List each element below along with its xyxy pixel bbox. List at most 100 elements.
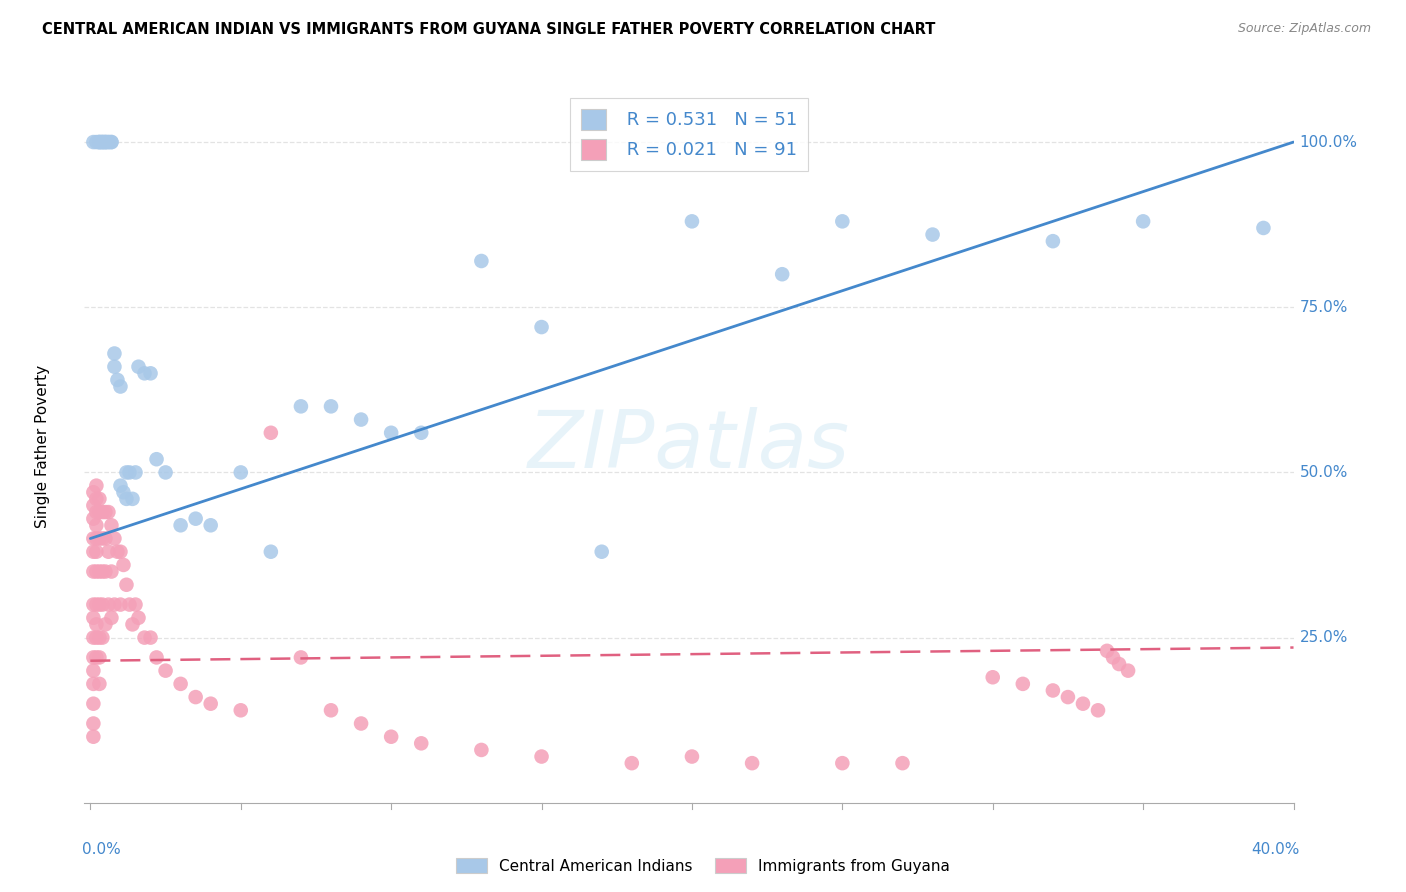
Point [97,598,120,612]
Point [89,650,111,665]
Point [319,400,342,414]
Point [1102,650,1125,665]
Point [82,545,104,559]
Point [110,478,132,492]
Point [112,485,135,500]
Point [139,367,162,381]
Point [94,565,117,579]
Point [115,578,138,592]
Point [620,756,643,771]
Point [118,466,141,480]
Point [112,558,135,572]
Text: 25.0%: 25.0% [1299,630,1348,645]
Point [681,214,703,228]
Point [290,650,312,665]
Point [229,466,252,480]
Point [128,359,150,374]
Point [103,359,125,374]
Point [97,135,120,149]
Point [981,670,1004,684]
Point [94,135,117,149]
Point [89,491,111,506]
Point [134,367,156,381]
Point [921,227,943,242]
Point [124,598,146,612]
Point [770,267,793,281]
Point [103,598,125,612]
Point [97,135,120,149]
Point [86,478,108,492]
Point [1071,697,1094,711]
Point [155,466,177,480]
Text: 50.0%: 50.0% [1299,465,1348,480]
Point [94,505,117,519]
Point [470,743,492,757]
Point [411,425,433,440]
Point [260,425,283,440]
Point [94,532,117,546]
Point [86,505,108,519]
Point [82,532,104,546]
Point [82,511,104,525]
Point [100,518,122,533]
Text: Source: ZipAtlas.com: Source: ZipAtlas.com [1237,22,1371,36]
Text: 40.0%: 40.0% [1251,842,1299,857]
Point [184,511,207,525]
Point [200,697,222,711]
Point [107,373,129,387]
Point [128,611,150,625]
Point [86,518,108,533]
Point [1132,214,1154,228]
Point [86,617,108,632]
Point [681,749,703,764]
Point [82,485,104,500]
Point [350,716,373,731]
Point [89,598,111,612]
Point [1042,234,1064,248]
Point [110,545,132,559]
Point [169,518,191,533]
Point [118,598,141,612]
Point [290,400,312,414]
Point [380,730,402,744]
Text: CENTRAL AMERICAN INDIAN VS IMMIGRANTS FROM GUYANA SINGLE FATHER POVERTY CORRELAT: CENTRAL AMERICAN INDIAN VS IMMIGRANTS FR… [42,22,935,37]
Point [1108,657,1130,671]
Point [103,532,125,546]
Point [89,135,111,149]
Point [121,491,143,506]
Text: 100.0%: 100.0% [1299,135,1358,150]
Point [139,631,162,645]
Point [169,677,191,691]
Point [82,716,104,731]
Point [82,664,104,678]
Point [91,631,114,645]
Point [831,756,853,771]
Legend:  R = 0.531   N = 51,  R = 0.021   N = 91: R = 0.531 N = 51, R = 0.021 N = 91 [569,98,808,170]
Point [155,664,177,678]
Point [1057,690,1080,704]
Text: ZIPatlas: ZIPatlas [527,407,851,485]
Point [97,505,120,519]
Point [1011,677,1033,691]
Text: 75.0%: 75.0% [1299,300,1348,315]
Point [94,135,117,149]
Point [82,499,104,513]
Point [1095,644,1118,658]
Point [530,749,553,764]
Point [1116,664,1139,678]
Point [91,532,114,546]
Point [115,466,138,480]
Point [107,545,129,559]
Point [350,412,373,426]
Point [380,425,402,440]
Point [86,135,108,149]
Point [86,532,108,546]
Point [82,677,104,691]
Point [91,598,114,612]
Point [470,254,492,268]
Point [134,631,156,645]
Point [741,756,763,771]
Text: 0.0%: 0.0% [82,842,121,857]
Point [86,565,108,579]
Point [229,703,252,717]
